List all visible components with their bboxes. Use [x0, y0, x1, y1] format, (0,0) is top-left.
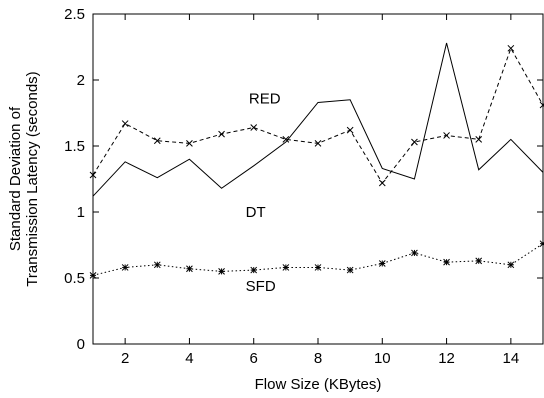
series-line-dt [92, 42, 544, 197]
x-tick-label: 2 [121, 350, 129, 367]
data-point-red [282, 136, 290, 143]
series-label-sfd: SFD [246, 278, 276, 295]
x-tick-label: 8 [314, 350, 322, 367]
data-point-sfd [282, 264, 290, 271]
series-line-red [92, 47, 544, 184]
data-point-red [218, 130, 225, 138]
data-point-sfd [539, 240, 544, 248]
data-point-sfd [89, 272, 97, 279]
data-point-sfd [121, 264, 129, 271]
data-point-red [89, 171, 97, 179]
data-point-sfd [153, 261, 161, 269]
y-tick-label: 0 [77, 336, 85, 353]
data-point-sfd [218, 268, 225, 275]
x-tick-label: 12 [438, 350, 455, 367]
data-point-sfd [186, 265, 193, 273]
data-point-red [250, 124, 258, 131]
x-axis-title: Flow Size (KBytes) [255, 376, 382, 393]
data-point-sfd [411, 249, 418, 257]
y-tick-label: 2.5 [64, 6, 85, 23]
data-point-red [539, 101, 544, 109]
x-tick-label: 10 [374, 350, 391, 367]
y-tick-label: 1 [77, 204, 85, 221]
data-point-sfd [346, 266, 354, 274]
data-point-sfd [443, 258, 450, 266]
data-point-red [378, 179, 386, 187]
data-point-sfd [475, 257, 483, 265]
x-tick-label: 14 [503, 350, 520, 367]
data-point-sfd [314, 264, 322, 271]
data-point-red [186, 140, 193, 147]
series-line-sfd [92, 243, 544, 276]
series-label-red: RED [249, 90, 281, 107]
data-point-red [153, 137, 161, 145]
data-point-red [346, 126, 354, 134]
data-point-red [121, 120, 129, 127]
data-point-red [507, 44, 515, 52]
series-label-dt: DT [246, 204, 266, 221]
data-point-red [443, 132, 450, 139]
x-tick-label: 6 [250, 350, 258, 367]
y-tick-label: 1.5 [64, 138, 85, 155]
y-tick-label: 0.5 [64, 270, 85, 287]
y-axis-title: Standard Deviation ofTransmission Latenc… [7, 71, 41, 286]
plot-frame [92, 13, 544, 345]
data-point-red [475, 136, 483, 143]
data-point-sfd [250, 266, 258, 274]
data-point-red [411, 138, 418, 146]
y-axis-title-line: Standard Deviation of [7, 106, 24, 251]
y-axis-title-line: Transmission Latency (seconds) [24, 71, 41, 286]
data-point-sfd [378, 260, 386, 267]
data-point-red [314, 140, 322, 147]
x-tick-label: 4 [185, 350, 193, 367]
data-point-sfd [507, 261, 515, 269]
y-tick-label: 2 [77, 72, 85, 89]
